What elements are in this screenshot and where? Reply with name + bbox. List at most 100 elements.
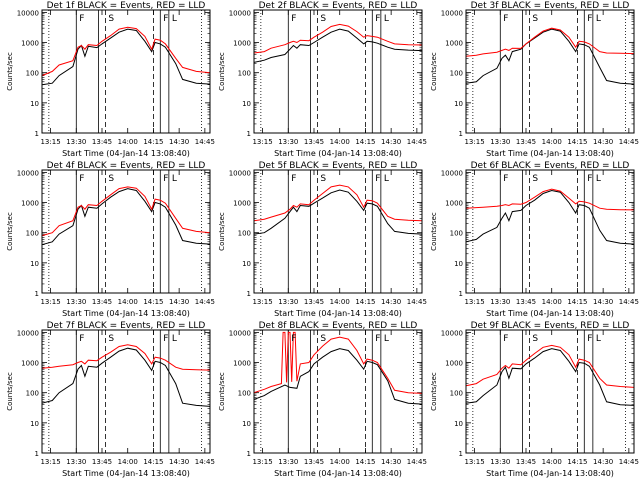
x-tick-label: 13:45 <box>92 298 112 306</box>
x-axis-label: Start Time (04-Jan-14 13:08:40) <box>274 149 402 158</box>
events-series-line <box>253 28 423 63</box>
x-tick-label: 14:00 <box>542 138 562 146</box>
x-tick-label: 14:30 <box>169 138 189 146</box>
x-tick-label: 14:15 <box>355 298 375 306</box>
marker-letter: L <box>384 334 389 344</box>
x-tick-label: 13:15 <box>40 298 60 306</box>
panel-title: Det 1f BLACK = Events, RED = LLD <box>47 1 206 11</box>
panel-title: Det 8f BLACK = Events, RED = LLD <box>259 321 418 331</box>
marker-letter: S <box>320 334 326 344</box>
y-axis-label: Counts/sec <box>430 212 438 251</box>
x-tick-label: 13:15 <box>40 138 60 146</box>
x-tick-label: 13:30 <box>66 298 86 306</box>
panel-2: Det 2f BLACK = Events, RED = LLD Counts/s… <box>218 1 427 158</box>
x-tick-label: 14:00 <box>330 298 350 306</box>
y-tick-label: 1000 <box>445 40 463 48</box>
y-tick-label: 100 <box>450 390 463 398</box>
y-tick-label: 10 <box>242 420 251 428</box>
x-tick-label: 14:30 <box>381 298 401 306</box>
marker-letter: F <box>587 334 592 344</box>
x-tick-label: 14:15 <box>355 138 375 146</box>
marker-letter: F <box>163 14 168 24</box>
lld-series-line <box>253 184 423 222</box>
y-tick-label: 10 <box>30 260 39 268</box>
panel-4: Det 4f BLACK = Events, RED = LLD Counts/s… <box>6 161 215 318</box>
plot-frame <box>41 9 211 134</box>
y-tick-label: 1 <box>35 290 39 298</box>
panel-title: Det 9f BLACK = Events, RED = LLD <box>471 321 630 331</box>
x-tick-label: 14:00 <box>118 298 138 306</box>
marker-letter: L <box>596 174 601 184</box>
x-tick-label: 14:15 <box>355 458 375 466</box>
y-tick-label: 100 <box>26 390 39 398</box>
events-series-line <box>253 189 423 235</box>
x-tick-label: 14:45 <box>619 138 639 146</box>
panel-title: Det 3f BLACK = Events, RED = LLD <box>471 1 630 11</box>
y-tick-label: 10 <box>454 260 463 268</box>
marker-letter: S <box>532 334 538 344</box>
plot-frame <box>465 169 635 294</box>
marker-letter: F <box>375 174 380 184</box>
y-tick-label: 10000 <box>441 169 463 177</box>
y-tick-label: 10 <box>454 420 463 428</box>
y-tick-label: 100 <box>26 230 39 238</box>
y-axis-label: Counts/sec <box>6 372 14 411</box>
marker-letter: L <box>596 14 601 24</box>
y-tick-label: 1 <box>247 450 251 458</box>
panel-5: Det 5f BLACK = Events, RED = LLD Counts/s… <box>218 161 427 318</box>
x-tick-label: 14:15 <box>567 138 587 146</box>
x-axis-label: Start Time (04-Jan-14 13:08:40) <box>274 469 402 478</box>
y-tick-label: 100 <box>238 70 251 78</box>
marker-letter: L <box>384 14 389 24</box>
y-tick-label: 10000 <box>441 329 463 337</box>
y-axis-label: Counts/sec <box>430 52 438 91</box>
y-tick-label: 1 <box>247 290 251 298</box>
y-tick-label: 1 <box>35 130 39 138</box>
lld-series-line <box>465 188 635 211</box>
x-axis-label: Start Time (04-Jan-14 13:08:40) <box>486 469 614 478</box>
x-axis-label: Start Time (04-Jan-14 13:08:40) <box>62 309 190 318</box>
y-tick-label: 10000 <box>17 329 39 337</box>
y-tick-label: 10 <box>242 260 251 268</box>
events-series-line <box>465 28 635 85</box>
x-tick-label: 13:30 <box>278 138 298 146</box>
x-tick-label: 14:30 <box>381 458 401 466</box>
panel-title: Det 4f BLACK = Events, RED = LLD <box>47 161 206 171</box>
x-tick-label: 14:45 <box>619 298 639 306</box>
y-tick-label: 10000 <box>229 9 251 17</box>
lld-series-line <box>253 23 423 54</box>
x-tick-label: 14:15 <box>567 458 587 466</box>
marker-letter: F <box>79 334 84 344</box>
x-tick-label: 14:15 <box>143 138 163 146</box>
marker-letter: L <box>172 14 177 24</box>
marker-letter: F <box>587 174 592 184</box>
marker-letter: S <box>320 174 326 184</box>
x-tick-label: 13:15 <box>40 458 60 466</box>
x-tick-label: 14:00 <box>330 458 350 466</box>
y-axis-label: Counts/sec <box>218 372 226 411</box>
x-tick-label: 13:15 <box>252 458 272 466</box>
y-tick-label: 10000 <box>441 9 463 17</box>
x-tick-label: 13:45 <box>516 138 536 146</box>
x-tick-label: 14:15 <box>567 298 587 306</box>
x-axis-label: Start Time (04-Jan-14 13:08:40) <box>62 469 190 478</box>
marker-letter: F <box>163 334 168 344</box>
lld-series-line <box>465 27 635 57</box>
x-tick-label: 13:45 <box>304 458 324 466</box>
events-series-line <box>465 348 635 406</box>
y-tick-label: 10000 <box>17 169 39 177</box>
x-tick-label: 14:45 <box>195 298 215 306</box>
y-tick-label: 100 <box>26 70 39 78</box>
x-tick-label: 14:30 <box>169 298 189 306</box>
plot-frame <box>41 329 211 454</box>
x-tick-label: 13:15 <box>464 298 484 306</box>
x-axis-label: Start Time (04-Jan-14 13:08:40) <box>486 309 614 318</box>
x-tick-label: 14:15 <box>143 298 163 306</box>
panel-title: Det 2f BLACK = Events, RED = LLD <box>259 1 418 11</box>
x-tick-label: 14:00 <box>118 138 138 146</box>
x-tick-label: 13:45 <box>304 138 324 146</box>
x-tick-label: 14:00 <box>330 138 350 146</box>
y-tick-label: 1000 <box>21 360 39 368</box>
plot-frame <box>253 329 423 454</box>
x-tick-label: 13:45 <box>304 298 324 306</box>
